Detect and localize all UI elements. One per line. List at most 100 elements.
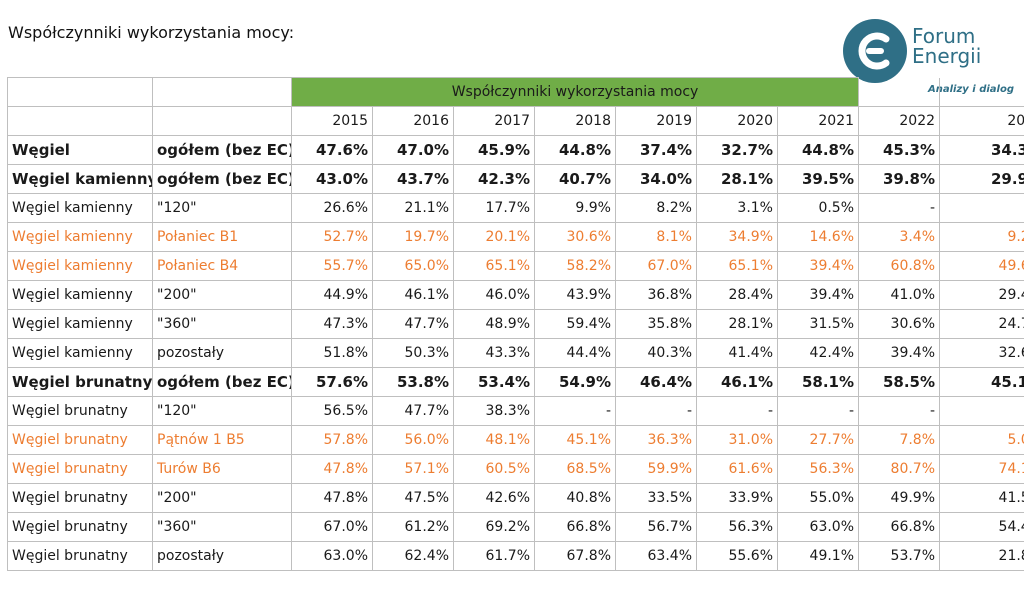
value-cell-2023: - <box>939 396 1024 426</box>
value-cell-2022: - <box>858 193 941 223</box>
table-row: Węgiel brunatny "120" 56.5% 47.7% 38.3% - - - - -… <box>7 396 1024 426</box>
logo-mark-icon <box>843 19 907 83</box>
value-cell-2019: 63.4% <box>615 541 697 571</box>
year-header-2017: 2017 <box>453 106 535 136</box>
value-cell-2021: 63.0% <box>776 512 860 542</box>
value-cell-2022: 7.8% <box>858 425 941 455</box>
value-cell-2023: 24.7% <box>939 309 1024 339</box>
fuel-type-cell: Węgiel kamienny <box>7 338 153 368</box>
value-cell-2021: 39.4% <box>776 251 860 281</box>
year-header-2015: 2015 <box>291 106 373 136</box>
logo-name: Forum Energii <box>912 26 981 66</box>
fuel-type-cell: Węgiel brunatny <box>7 541 153 571</box>
value-cell-2021: 55.0% <box>776 483 860 513</box>
fuel-type-cell: Węgiel brunatny <box>7 454 153 484</box>
logo-line-1: Forum <box>912 24 976 48</box>
value-cell-2015: 47.6% <box>291 135 373 165</box>
value-cell-2022: 49.9% <box>858 483 941 513</box>
year-header-2019: 2019 <box>615 106 697 136</box>
value-cell-2021: 39.5% <box>776 164 860 194</box>
value-cell-2015: 51.8% <box>291 338 373 368</box>
value-cell-2016: 57.1% <box>372 454 454 484</box>
value-cell-2021: 14.6% <box>776 222 860 252</box>
value-cell-2019: 56.7% <box>615 512 697 542</box>
value-cell-2021: 42.4% <box>776 338 860 368</box>
value-cell-2022: 30.6% <box>858 309 941 339</box>
year-header-row: 201520162017201820192020202120222023 <box>7 106 1024 136</box>
header-empty-cell <box>858 77 940 107</box>
value-cell-2018: 44.4% <box>534 338 616 368</box>
value-cell-2023: 5.0% <box>939 425 1024 455</box>
value-cell-2018: 9.9% <box>534 193 616 223</box>
year-header-2020: 2020 <box>696 106 778 136</box>
value-cell-2022: 41.0% <box>858 280 941 310</box>
value-cell-2015: 57.8% <box>291 425 373 455</box>
unit-cell: "200" <box>152 483 292 513</box>
value-cell-2020: 46.1% <box>696 367 778 397</box>
value-cell-2016: 46.1% <box>372 280 454 310</box>
group-header: Współczynniki wykorzystania mocy <box>290 77 860 107</box>
table-row: Węgiel brunatny "200" 47.8% 47.5% 42.6% 40.8%… <box>7 483 1024 513</box>
unit-cell: ogółem (bez EC) <box>152 164 292 194</box>
table-row: Węgiel kamienny Połaniec B4 55.7% 65.0% 65.1… <box>7 251 1024 281</box>
value-cell-2021: 39.4% <box>776 280 860 310</box>
value-cell-2015: 63.0% <box>291 541 373 571</box>
value-cell-2016: 19.7% <box>372 222 454 252</box>
value-cell-2020: 31.0% <box>696 425 778 455</box>
value-cell-2017: 48.1% <box>453 425 535 455</box>
value-cell-2018: 68.5% <box>534 454 616 484</box>
value-cell-2019: - <box>615 396 697 426</box>
value-cell-2021: 31.5% <box>776 309 860 339</box>
value-cell-2020: 28.4% <box>696 280 778 310</box>
value-cell-2022: - <box>858 396 941 426</box>
fuel-type-cell: Węgiel brunatny <box>7 512 153 542</box>
value-cell-2019: 33.5% <box>615 483 697 513</box>
value-cell-2019: 46.4% <box>615 367 697 397</box>
value-cell-2015: 56.5% <box>291 396 373 426</box>
year-header-2018: 2018 <box>534 106 616 136</box>
value-cell-2022: 39.4% <box>858 338 941 368</box>
value-cell-2020: 28.1% <box>696 309 778 339</box>
unit-cell: "360" <box>152 512 292 542</box>
table-row: Węgiel brunatny pozostały 63.0% 62.4% 61.7% 6… <box>7 541 1024 571</box>
value-cell-2016: 53.8% <box>372 367 454 397</box>
value-cell-2017: 48.9% <box>453 309 535 339</box>
value-cell-2020: 32.7% <box>696 135 778 165</box>
unit-cell: Turów B6 <box>152 454 292 484</box>
fuel-type-cell: Węgiel kamienny <box>7 193 153 223</box>
value-cell-2022: 39.8% <box>858 164 941 194</box>
value-cell-2019: 36.3% <box>615 425 697 455</box>
value-cell-2022: 3.4% <box>858 222 941 252</box>
unit-cell: "120" <box>152 193 292 223</box>
value-cell-2017: 53.4% <box>453 367 535 397</box>
value-cell-2019: 8.1% <box>615 222 697 252</box>
value-cell-2017: 46.0% <box>453 280 535 310</box>
value-cell-2015: 67.0% <box>291 512 373 542</box>
value-cell-2017: 69.2% <box>453 512 535 542</box>
page-title: Współczynniki wykorzystania mocy: <box>8 23 295 42</box>
value-cell-2023: 41.5% <box>939 483 1024 513</box>
value-cell-2017: 42.3% <box>453 164 535 194</box>
value-cell-2021: 49.1% <box>776 541 860 571</box>
value-cell-2021: - <box>776 396 860 426</box>
unit-cell: ogółem (bez EC) <box>152 135 292 165</box>
value-cell-2021: 0.5% <box>776 193 860 223</box>
value-cell-2022: 58.5% <box>858 367 941 397</box>
value-cell-2015: 52.7% <box>291 222 373 252</box>
unit-cell: "360" <box>152 309 292 339</box>
value-cell-2020: 61.6% <box>696 454 778 484</box>
header-empty-cell <box>7 77 153 107</box>
value-cell-2020: - <box>696 396 778 426</box>
value-cell-2020: 33.9% <box>696 483 778 513</box>
unit-cell: ogółem (bez EC) <box>152 367 292 397</box>
value-cell-2019: 59.9% <box>615 454 697 484</box>
table-row: Węgiel ogółem (bez EC) 47.6% 47.0% 45.9% 44.8… <box>7 135 1024 165</box>
value-cell-2018: - <box>534 396 616 426</box>
year-header-2023: 2023 <box>939 106 1024 136</box>
year-header-empty <box>7 106 153 136</box>
value-cell-2022: 53.7% <box>858 541 941 571</box>
unit-cell: Połaniec B1 <box>152 222 292 252</box>
capacity-factor-table: Współczynniki wykorzystania mocy 2015 201… <box>7 77 1024 571</box>
year-header-2022: 2022 <box>858 106 941 136</box>
value-cell-2021: 56.3% <box>776 454 860 484</box>
